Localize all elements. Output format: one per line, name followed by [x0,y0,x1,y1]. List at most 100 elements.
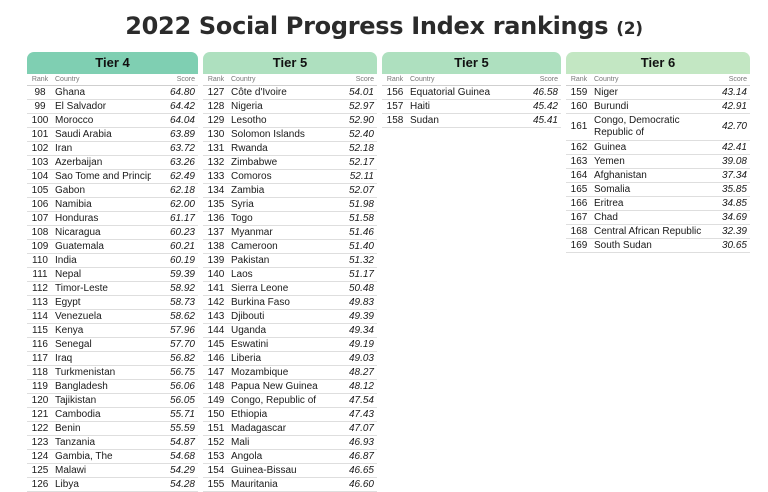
rank-cell: 149 [207,395,225,406]
rank-cell: 142 [207,297,225,308]
score-cell: 49.83 [348,297,374,308]
country-cell: Nicaragua [55,227,101,238]
score-cell: 34.69 [721,212,747,223]
country-cell: South Sudan [594,240,652,251]
table-row: 141 Sierra Leone 50.48 [203,282,377,296]
table-row: 113 Egypt 58.73 [27,296,198,310]
score-cell: 50.48 [348,283,374,294]
score-column-header: Score [176,76,195,83]
table-row: 114 Venezuela 58.62 [27,310,198,324]
score-cell: 60.23 [169,227,195,238]
score-cell: 63.72 [169,143,195,154]
rank-cell: 154 [207,465,225,476]
table-row: 102 Iran 63.72 [27,142,198,156]
table-row: 129 Lesotho 52.90 [203,114,377,128]
country-cell: Ethiopia [231,409,268,420]
tier-header: Tier 4 [27,52,198,74]
table-row: 159 Niger 43.14 [566,86,750,100]
country-cell: Kenya [55,325,84,336]
score-cell: 46.93 [348,437,374,448]
country-cell: Uganda [231,325,267,336]
country-cell: Iran [55,143,73,154]
score-cell: 49.39 [348,311,374,322]
table-row: 104 Sao Tome and Principe 62.49 [27,170,198,184]
rank-cell: 148 [207,381,225,392]
table-row: 136 Togo 51.58 [203,212,377,226]
rank-cell: 98 [34,87,46,98]
country-cell: Rwanda [231,143,268,154]
country-column-header: Country [55,76,80,83]
rank-cell: 101 [31,129,49,140]
country-column-header: Country [594,76,619,83]
country-cell: Cameroon [231,241,278,252]
country-cell: Eritrea [594,198,624,209]
country-cell: Côte d'Ivoire [231,87,287,98]
column-headers: Rank Country Score [566,74,750,86]
score-cell: 47.54 [348,395,374,406]
score-cell: 48.12 [348,381,374,392]
rank-cell: 146 [207,353,225,364]
country-cell: Togo [231,213,253,224]
tier-header: Tier 5 [382,52,561,74]
table-row: 133 Comoros 52.11 [203,170,377,184]
rank-cell: 124 [31,451,49,462]
table-row: 137 Myanmar 51.46 [203,226,377,240]
score-cell: 46.65 [348,465,374,476]
score-cell: 51.32 [348,255,374,266]
score-cell: 35.85 [721,184,747,195]
table-row: 107 Honduras 61.17 [27,212,198,226]
country-cell: Laos [231,269,253,280]
rank-cell: 165 [570,184,588,195]
country-cell: Sao Tome and Principe [55,171,151,182]
table-row: 162 Guinea 42.41 [566,141,750,155]
rank-cell: 150 [207,409,225,420]
rank-cell: 112 [32,283,48,294]
rank-cell: 139 [207,255,225,266]
rank-cell: 116 [32,339,48,350]
table-row: 139 Pakistan 51.32 [203,254,377,268]
score-cell: 51.46 [348,227,374,238]
score-cell: 54.29 [169,465,195,476]
score-cell: 52.40 [348,129,374,140]
tier-table-5a: Tier 5 Rank Country Score 127 Côte d'Ivoi… [203,52,377,492]
country-cell: Saudi Arabia [55,129,112,140]
country-cell: Honduras [55,213,99,224]
rank-cell: 122 [31,423,49,434]
rank-cell: 134 [207,185,225,196]
rank-cell: 107 [31,213,49,224]
country-cell: Afghanistan [594,170,647,181]
table-row: 131 Rwanda 52.18 [203,142,377,156]
score-cell: 49.19 [348,339,374,350]
country-cell: Benin [55,423,81,434]
score-cell: 56.05 [169,395,195,406]
table-row: 106 Namibia 62.00 [27,198,198,212]
rank-cell: 162 [570,142,588,153]
table-rows: 98 Ghana 64.80 99 El Salvador 64.42 100 Morocco… [27,86,198,492]
rank-cell: 111 [32,269,48,280]
table-row: 152 Mali 46.93 [203,436,377,450]
score-cell: 56.06 [169,381,195,392]
country-cell: Central African Republic [594,226,702,237]
tier-table-5b: Tier 5 Rank Country Score 156 Equatorial … [382,52,561,128]
country-cell: Mali [231,437,250,448]
score-cell: 42.41 [721,142,747,153]
country-cell: Nepal [55,269,82,280]
score-cell: 34.85 [721,198,747,209]
table-row: 154 Guinea-Bissau 46.65 [203,464,377,478]
country-cell: Gambia, The [55,451,113,462]
country-cell: Congo, Republic of [231,395,317,406]
rank-cell: 143 [207,311,225,322]
score-column-header: Score [728,76,747,83]
country-cell: Tajikistan [55,395,97,406]
table-row: 169 South Sudan 30.65 [566,239,750,253]
table-row: 149 Congo, Republic of 47.54 [203,394,377,408]
score-cell: 32.39 [721,226,747,237]
score-cell: 49.03 [348,353,374,364]
rank-cell: 131 [207,143,225,154]
table-row: 135 Syria 51.98 [203,198,377,212]
country-cell: Cambodia [55,409,101,420]
score-cell: 51.98 [348,199,374,210]
score-cell: 60.21 [169,241,195,252]
table-row: 122 Benin 55.59 [27,422,198,436]
score-cell: 47.07 [348,423,374,434]
